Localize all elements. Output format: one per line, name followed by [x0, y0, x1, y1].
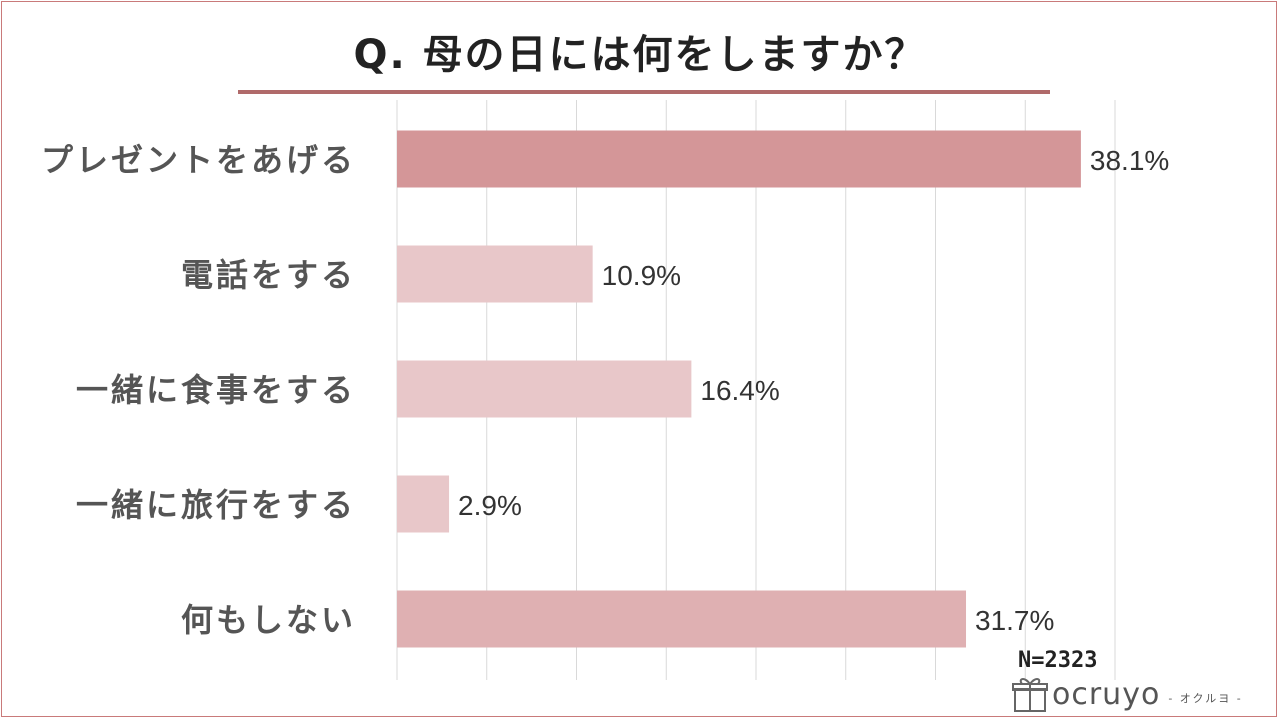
bars [397, 130, 1081, 648]
value-label: 16.4% [700, 375, 779, 406]
bar [397, 590, 967, 648]
value-labels: 38.1% 10.9% 16.4% 2.9% 31.7% [458, 145, 1169, 636]
logo-subtitle: - オクルヨ - [1168, 692, 1243, 705]
bar [397, 475, 450, 533]
value-label: 10.9% [602, 260, 681, 291]
category-label: 何もしない [181, 601, 356, 639]
bar [397, 245, 593, 303]
brand-logo: ocruyo - オクルヨ - [1012, 674, 1243, 714]
category-label: プレゼントをあげる [41, 141, 356, 179]
value-label: 31.7% [975, 605, 1054, 636]
chart-title: Q. 母の日には何をしますか？ [353, 32, 927, 78]
title-underline [238, 90, 1050, 94]
logo-wordmark: ocruyo [1052, 676, 1161, 712]
category-label: 電話をする [181, 256, 356, 294]
category-label: 一緒に食事をする [76, 371, 356, 409]
gift-box-icon [1012, 678, 1048, 712]
bar [397, 360, 692, 418]
sample-size-label: N=2323 [1018, 648, 1098, 673]
value-label: 2.9% [458, 490, 522, 521]
category-label: 一緒に旅行をする [76, 486, 356, 524]
value-label: 38.1% [1090, 145, 1169, 176]
bar [397, 130, 1081, 188]
